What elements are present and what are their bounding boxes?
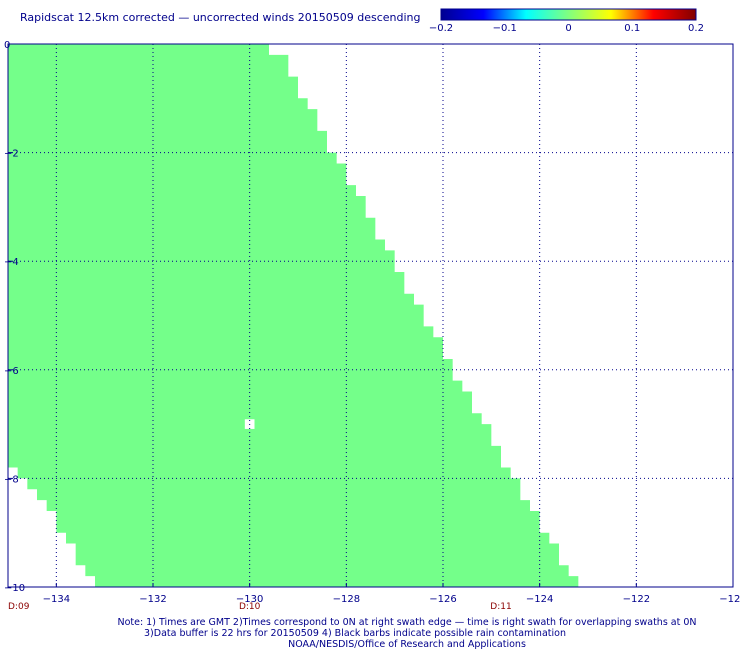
colorbar-tick-label: 0 bbox=[565, 23, 571, 34]
x-tick-label: −122 bbox=[623, 594, 650, 605]
y-tick-label: 0 bbox=[4, 40, 10, 51]
time-marker-label: D:11 bbox=[490, 602, 511, 612]
x-tick-label: −128 bbox=[333, 594, 360, 605]
x-tick-label: −126 bbox=[429, 594, 456, 605]
y-tick-label: −10 bbox=[4, 583, 25, 594]
plot-area: 0 −2 −4 −6 −8 −10 −134 −132 −130 −128 −126 −124 −12… bbox=[4, 40, 740, 612]
plot-frame bbox=[7, 43, 734, 588]
y-tick-label: −6 bbox=[4, 366, 19, 377]
chart-title: Rapidscat 12.5km corrected — uncorrected… bbox=[20, 11, 421, 24]
swath-fill bbox=[8, 44, 579, 587]
colorbar-gradient bbox=[440, 8, 697, 21]
x-tick-label: −132 bbox=[139, 594, 166, 605]
y-tick-label: −8 bbox=[4, 474, 19, 485]
x-tick-label: −124 bbox=[526, 594, 553, 605]
footnote-line-1: Note: 1) Times are GMT 2)Times correspon… bbox=[117, 617, 696, 628]
colorbar: −0.2 −0.1 0 0.1 0.2 bbox=[429, 8, 704, 34]
y-tick-label: −2 bbox=[4, 149, 19, 160]
x-tick-label: −134 bbox=[43, 594, 70, 605]
colorbar-tick-label: −0.2 bbox=[429, 23, 453, 34]
time-marker-label: D:09 bbox=[8, 602, 30, 612]
time-marker-label: D:10 bbox=[239, 602, 261, 612]
x-tick-label: −120 bbox=[719, 594, 740, 605]
footnotes: Note: 1) Times are GMT 2)Times correspon… bbox=[117, 617, 696, 650]
colorbar-tick-label: −0.1 bbox=[493, 23, 517, 34]
x-tick-label: −130 bbox=[236, 594, 263, 605]
footnote-line-2: 3)Data buffer is 22 hrs for 20150509 4) … bbox=[144, 628, 566, 639]
footnote-line-3: NOAA/NESDIS/Office of Research and Appli… bbox=[288, 639, 526, 650]
y-tick-label: −4 bbox=[4, 257, 19, 268]
colorbar-tick-label: 0.2 bbox=[688, 23, 704, 34]
colorbar-tick-label: 0.1 bbox=[624, 23, 640, 34]
